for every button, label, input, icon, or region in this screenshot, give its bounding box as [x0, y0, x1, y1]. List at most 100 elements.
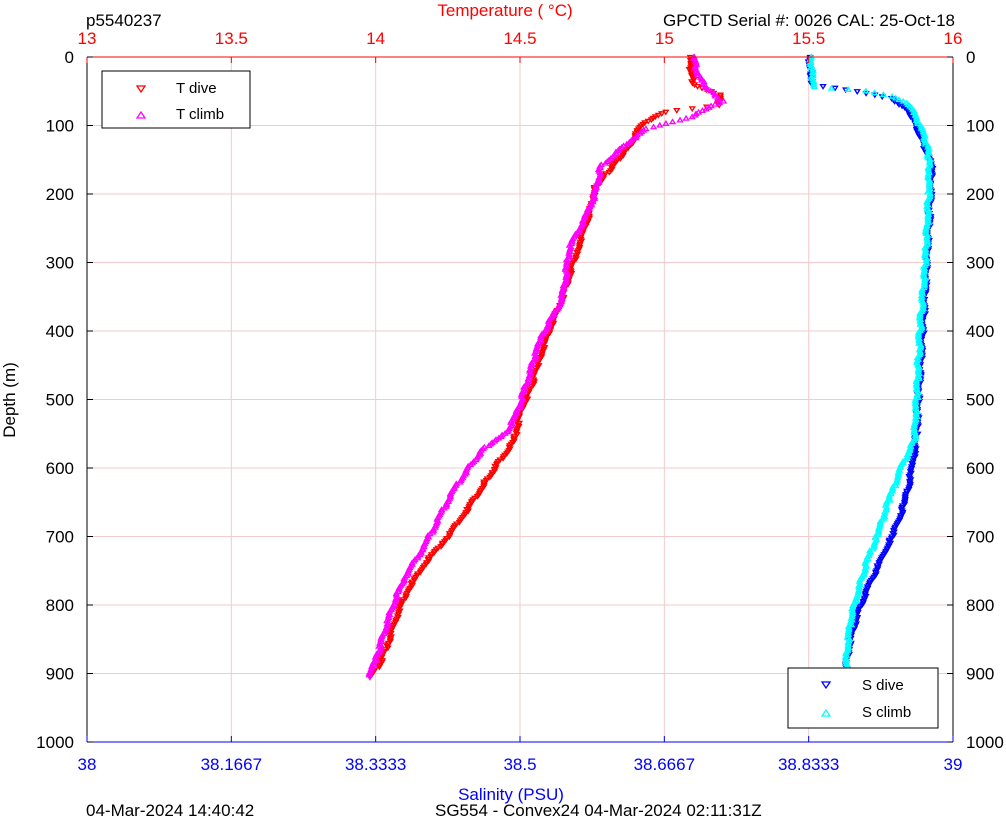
data-point	[827, 84, 836, 91]
salinity-tick-label: 38	[78, 755, 97, 774]
data-point	[923, 188, 932, 195]
temperature-axis-label: Temperature ( °C)	[437, 1, 572, 20]
data-point	[676, 116, 684, 123]
series-layer	[365, 53, 937, 681]
t-climb-legend-label: T climb	[176, 106, 224, 123]
data-point	[574, 228, 582, 235]
data-point	[915, 373, 923, 380]
data-point	[501, 430, 509, 436]
data-point	[440, 504, 448, 511]
depth-tick-label-right: 100	[966, 117, 994, 136]
tick-layer: 13 13.5 14 14.5 15 15.5 16 38 38.1667 38.3333 38.5…	[36, 29, 1004, 774]
data-point	[601, 159, 610, 166]
depth-tick-label-left: 200	[46, 185, 74, 204]
data-point	[691, 111, 699, 118]
data-point	[485, 442, 493, 449]
data-point	[923, 204, 932, 211]
data-point	[636, 129, 644, 136]
depth-tick-label-right: 800	[966, 596, 994, 615]
depth-tick-label-right: 600	[966, 459, 994, 478]
data-point	[495, 434, 503, 441]
data-point	[819, 83, 827, 90]
data-point	[553, 306, 561, 313]
temperature-legend: T dive T climb	[101, 70, 251, 129]
data-point	[698, 107, 707, 114]
depth-tick-label-left: 700	[46, 528, 74, 547]
salinity-legend-box	[787, 667, 939, 729]
depth-tick-label-left: 400	[46, 322, 74, 341]
data-point	[515, 404, 523, 411]
data-point	[895, 96, 903, 103]
data-point	[702, 105, 710, 112]
data-point	[719, 97, 728, 104]
temperature-legend-box	[101, 70, 251, 129]
data-point	[366, 674, 374, 681]
temperature-tick-label: 13	[78, 29, 97, 48]
data-point	[711, 92, 719, 99]
data-point	[844, 645, 852, 652]
data-point	[704, 86, 712, 92]
depth-tick-label-right: 900	[966, 665, 994, 684]
data-point	[910, 427, 918, 434]
data-point	[874, 531, 882, 538]
data-point	[612, 150, 621, 157]
salinity-tick-label: 38.3333	[345, 755, 406, 774]
data-point	[370, 661, 379, 668]
data-point	[595, 178, 603, 185]
data-point	[365, 671, 373, 678]
salinity-legend: S dive S climb	[787, 667, 939, 729]
data-point	[466, 461, 475, 467]
data-point	[419, 544, 427, 551]
data-point	[886, 496, 894, 503]
data-point	[688, 113, 696, 120]
salinity-tick-label: 38.8333	[778, 755, 839, 774]
s-dive-legend-marker	[820, 681, 832, 690]
data-point	[711, 100, 719, 107]
data-point	[711, 90, 719, 97]
data-point	[831, 85, 839, 92]
salinity-tick-label: 38.6667	[634, 755, 695, 774]
data-point	[456, 478, 464, 485]
depth-tick-label-left: 600	[46, 459, 74, 478]
depth-tick-label-right: 1000	[966, 733, 1004, 752]
data-point	[901, 456, 910, 463]
depth-axis-label: Depth (m)	[0, 362, 19, 438]
data-point	[391, 599, 399, 606]
depth-tick-label-right: 500	[966, 391, 994, 410]
depth-tick-label-left: 300	[46, 254, 74, 273]
data-point	[853, 89, 861, 95]
data-point	[656, 121, 664, 128]
data-point	[693, 72, 702, 79]
data-point	[503, 428, 512, 435]
data-point	[862, 87, 870, 94]
data-point	[806, 64, 815, 71]
data-point	[879, 91, 888, 98]
data-point	[618, 143, 626, 150]
depth-tick-label-right: 300	[966, 254, 994, 273]
series-s-climb	[806, 53, 934, 678]
data-point	[491, 437, 499, 444]
temperature-tick-label: 13.5	[215, 29, 248, 48]
footer-timestamp: 04-Mar-2024 14:40:42	[86, 801, 254, 819]
salinity-tick-label: 38.1667	[201, 755, 262, 774]
depth-tick-label-right: 700	[966, 528, 994, 547]
data-point	[921, 140, 929, 147]
depth-tick-label-left: 500	[46, 391, 74, 410]
footer-mission: SG554 - Convex24 04-Mar-2024 02:11:31Z	[435, 801, 762, 819]
s-climb-legend-marker	[820, 708, 832, 717]
data-point	[649, 123, 658, 130]
data-point	[662, 120, 670, 126]
depth-tick-label-right: 0	[966, 48, 975, 67]
t-climb-legend-marker	[135, 110, 147, 119]
data-point	[862, 90, 870, 97]
data-point	[668, 118, 677, 125]
data-point	[642, 125, 650, 132]
data-point	[632, 134, 640, 141]
data-point	[896, 462, 905, 469]
data-point	[892, 482, 900, 489]
data-point	[673, 107, 681, 114]
depth-tick-label-left: 0	[65, 48, 74, 67]
data-point	[565, 253, 573, 260]
salinity-tick-label: 39	[944, 755, 963, 774]
data-point	[367, 666, 375, 673]
